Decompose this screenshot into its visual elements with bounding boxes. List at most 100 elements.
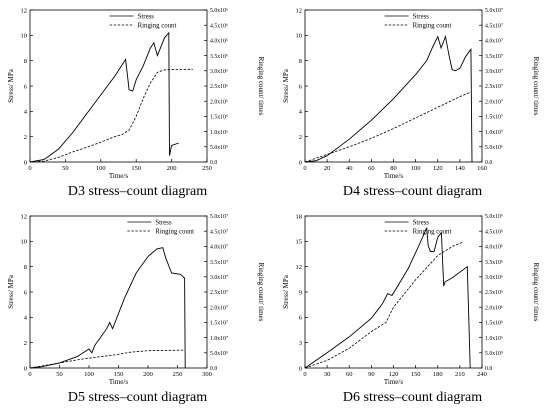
x-tick-label: 160 <box>477 165 487 172</box>
y2-tick-label: 1.0x10⁶ <box>210 130 228 136</box>
y-axis-label: Stress/ MPa <box>282 274 290 309</box>
chart-d5: 0 50 100 150 200 250 300 0 2 4 6 8 10 12 0.0 5.0x10⁶ 1.0… <box>7 213 265 386</box>
y2-tick-label: 0.0 <box>485 160 492 166</box>
y2-tick-label: 4.5x10⁷ <box>485 23 503 29</box>
y-axis-label: Stress/ MPa <box>282 68 290 103</box>
chart-panel-d6: 0 30 60 90 120 150 180 210 240 0 3 6 9 12 15 18 0.0 5.0x1… <box>275 206 550 412</box>
chart-caption: D5 stress–count diagram <box>67 390 208 405</box>
y2-tick-label: 4.0x10⁷ <box>485 39 503 45</box>
x-tick-label: 30 <box>324 371 331 378</box>
y2-axis-label: Ringing count/ times <box>257 57 265 116</box>
y2-tick-label: 5.0x10⁵ <box>210 145 228 151</box>
stress-line <box>304 227 471 369</box>
y-axis-label: Stress/ MPa <box>7 274 15 309</box>
y-tick-label: 0 <box>299 365 302 372</box>
x-tick-label: 100 <box>411 165 421 172</box>
y2-tick-label: 1.0x10⁷ <box>210 336 228 342</box>
y2-tick-label: 3.5x10⁷ <box>210 260 228 266</box>
stress-line <box>29 31 179 163</box>
chart-d4: 0 20 40 60 80 100 120 140 160 0 2 4 6 8 10 12 0.0 5.0x10⁶… <box>282 7 540 180</box>
y2-tick-label: 4.5x10⁶ <box>485 229 503 235</box>
y2-tick-label: 3.0x10⁶ <box>485 275 503 281</box>
y2-tick-label: 3.0x10⁷ <box>210 275 228 281</box>
y-tick-label: 4 <box>24 315 28 322</box>
x-tick-label: 0 <box>28 165 31 172</box>
y2-tick-label: 1.0x10⁷ <box>485 130 503 136</box>
ringing-count-line <box>29 68 193 163</box>
legend-label: Ringing count <box>413 22 452 29</box>
plot-frame <box>304 9 483 163</box>
chart-d6: 0 30 60 90 120 150 180 210 240 0 3 6 9 12 15 18 0.0 5.0x1… <box>282 213 540 386</box>
y-tick-label: 2 <box>24 340 27 347</box>
y2-tick-label: 4.5x10⁶ <box>210 23 228 29</box>
y-tick-label: 12 <box>21 7 28 14</box>
y-tick-label: 8 <box>24 58 27 65</box>
y2-tick-label: 1.0x10⁶ <box>485 336 503 342</box>
y2-axis-label: Ringing count/ times <box>532 263 540 322</box>
legend-label: Stress <box>413 219 430 226</box>
y2-tick-label: 1.5x10⁶ <box>485 321 503 327</box>
y2-axis-label: Ringing count/ times <box>532 57 540 116</box>
y-axis-label: Stress/ MPa <box>7 68 15 103</box>
x-tick-label: 180 <box>433 371 443 378</box>
stress-line <box>304 34 473 163</box>
y-tick-label: 6 <box>299 83 303 90</box>
y-tick-label: 6 <box>24 289 28 296</box>
x-tick-label: 0 <box>303 165 306 172</box>
y-tick-label: 9 <box>299 289 302 296</box>
x-tick-label: 40 <box>346 165 353 172</box>
x-axis-label: Time/s <box>109 172 128 180</box>
x-tick-label: 100 <box>84 371 94 378</box>
y2-tick-label: 5.0x10⁶ <box>485 214 503 220</box>
x-tick-label: 50 <box>56 371 63 378</box>
y-tick-label: 2 <box>299 134 302 141</box>
y2-tick-label: 5.0x10⁵ <box>485 351 503 357</box>
y2-tick-label: 0.0 <box>210 160 217 166</box>
y-tick-label: 10 <box>296 33 303 40</box>
x-tick-label: 300 <box>202 371 212 378</box>
y2-tick-label: 4.0x10⁷ <box>210 245 228 251</box>
y2-axis-label: Ringing count/ times <box>257 263 265 322</box>
y2-tick-label: 5.0x10⁶ <box>210 8 228 14</box>
y2-tick-label: 1.5x10⁶ <box>210 115 228 121</box>
y2-tick-label: 2.0x10⁶ <box>210 99 228 105</box>
x-tick-label: 0 <box>28 371 31 378</box>
y2-tick-label: 2.5x10⁶ <box>210 84 228 90</box>
y2-tick-label: 2.5x10⁷ <box>485 84 503 90</box>
y-tick-label: 12 <box>21 213 28 220</box>
chart-panel-d4: 0 20 40 60 80 100 120 140 160 0 2 4 6 8 10 12 0.0 5.0x10⁶… <box>275 0 550 206</box>
y2-tick-label: 2.0x10⁷ <box>485 99 503 105</box>
y2-tick-label: 3.0x10⁶ <box>210 69 228 75</box>
x-tick-label: 240 <box>477 371 487 378</box>
y2-tick-label: 5.0x10⁶ <box>210 351 228 357</box>
x-axis-label: Time/s <box>384 172 403 180</box>
x-tick-label: 20 <box>324 165 331 172</box>
chart-caption: D4 stress–count diagram <box>342 184 483 199</box>
chart-panel-d5: 0 50 100 150 200 250 300 0 2 4 6 8 10 12 0.0 5.0x10⁶ 1.0… <box>0 206 275 412</box>
chart-caption: D6 stress–count diagram <box>342 390 483 405</box>
y-tick-label: 12 <box>296 7 303 14</box>
x-tick-label: 140 <box>455 165 465 172</box>
chart-d3: 0 50 100 150 200 250 0 2 4 6 8 10 12 0.0 5.0x10⁵ 1.0x10… <box>7 7 265 180</box>
y2-tick-label: 5.0x10⁷ <box>210 214 228 220</box>
y2-tick-label: 2.0x10⁷ <box>210 305 228 311</box>
x-tick-label: 200 <box>143 371 153 378</box>
y2-tick-label: 5.0x10⁷ <box>485 8 503 14</box>
y-tick-label: 8 <box>299 58 302 65</box>
y-tick-label: 8 <box>24 264 27 271</box>
x-tick-label: 60 <box>368 165 375 172</box>
plot-frame <box>29 215 208 369</box>
y-tick-label: 4 <box>299 109 303 116</box>
x-tick-label: 100 <box>96 165 106 172</box>
x-axis-label: Time/s <box>109 378 128 386</box>
plot-frame <box>29 9 208 163</box>
chart-caption: D3 stress–count diagram <box>67 184 208 199</box>
x-tick-label: 250 <box>202 165 212 172</box>
legend-label: Ringing count <box>138 22 177 29</box>
x-tick-label: 0 <box>303 371 306 378</box>
y2-tick-label: 5.0x10⁶ <box>485 145 503 151</box>
y2-tick-label: 3.5x10⁶ <box>485 260 503 266</box>
y2-tick-label: 2.5x10⁷ <box>210 290 228 296</box>
y2-tick-label: 3.0x10⁷ <box>485 69 503 75</box>
x-tick-label: 80 <box>390 165 397 172</box>
